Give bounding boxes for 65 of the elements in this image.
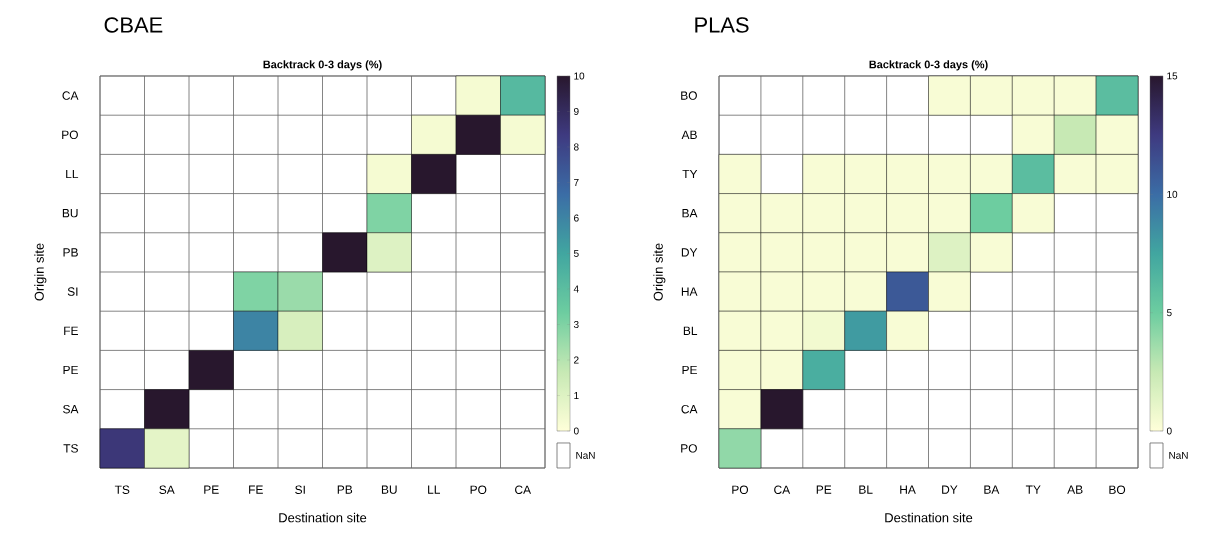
- x-tick-label: CA: [515, 485, 532, 494]
- x-tick-label: PO: [732, 485, 749, 494]
- y-tick-label: BL: [683, 326, 698, 335]
- x-tick-label: BU: [381, 485, 397, 494]
- x-tick-label: PO: [470, 485, 487, 494]
- color-bar-label: 9: [574, 107, 579, 116]
- y-axis-title: Origin site: [653, 243, 666, 301]
- color-bar-label: 0: [573, 427, 579, 435]
- x-axis-title: Destination site: [885, 512, 973, 523]
- x-tick-label: PB: [337, 485, 353, 494]
- color-bar-label: 5: [573, 250, 579, 257]
- y-tick-label: AB: [681, 130, 697, 139]
- color-bar-label: 0: [1166, 427, 1172, 435]
- y-tick-label: TS: [63, 444, 78, 453]
- y-tick-label: BA: [682, 209, 698, 218]
- y-tick-label: BO: [681, 91, 697, 100]
- color-bar-label: 8: [573, 143, 579, 151]
- x-tick-label: DY: [942, 485, 958, 494]
- color-bar-label: 7: [574, 179, 579, 186]
- y-tick-label: PO: [62, 130, 78, 140]
- y-axis-title: Origin site: [34, 243, 47, 301]
- chart-subtitle: Backtrack 0-3 days (%): [263, 60, 382, 71]
- y-tick-label: HA: [681, 287, 698, 296]
- text: NaN: [1169, 452, 1188, 459]
- chart-title: CBAE: [104, 17, 163, 33]
- x-tick-label: SI: [295, 485, 305, 494]
- color-bar-label: 3: [573, 320, 579, 329]
- y-tick-label: BU: [62, 209, 78, 218]
- color-bar-label: 6: [574, 214, 579, 222]
- y-tick-label: TY: [682, 169, 698, 179]
- y-tick-label: PE: [682, 365, 697, 375]
- y-tick-label: DY: [681, 248, 698, 257]
- chart-title: PLAS: [695, 17, 749, 33]
- x-tick-label: LL: [428, 485, 441, 494]
- x-tick-label: BO: [1109, 485, 1126, 494]
- x-axis-title: Destination site: [279, 512, 367, 523]
- y-tick-label: PB: [63, 248, 78, 257]
- y-tick-label: PO: [681, 444, 697, 453]
- y-tick-label: LL: [66, 169, 79, 179]
- x-tick-label: FE: [249, 485, 263, 494]
- x-tick-label: BL: [859, 485, 873, 494]
- chart-subtitle: Backtrack 0-3 days (%): [869, 60, 988, 71]
- y-tick-label: SA: [63, 404, 79, 414]
- color-bar-label: 4: [573, 285, 579, 293]
- x-tick-label: HA: [900, 485, 916, 494]
- x-tick-label: PE: [204, 485, 219, 494]
- x-tick-label: CA: [774, 485, 791, 494]
- color-bar-label: 15: [1167, 72, 1178, 80]
- y-tick-label: SI: [67, 287, 78, 296]
- y-tick-label: CA: [681, 404, 698, 414]
- x-tick-label: PE: [816, 485, 832, 494]
- text: NaN: [576, 452, 595, 459]
- color-bar-label: 10: [574, 72, 585, 80]
- x-tick-label: BA: [984, 485, 1000, 494]
- color-bar-label: 1: [574, 392, 579, 399]
- x-tick-label: TY: [1025, 485, 1041, 494]
- x-tick-label: AB: [1067, 485, 1083, 494]
- color-bar-label: 2: [574, 356, 579, 364]
- y-tick-label: CA: [62, 91, 79, 100]
- color-bar-label: 10: [1167, 190, 1178, 198]
- x-tick-label: SA: [159, 485, 175, 494]
- color-bar-label: 5: [1166, 309, 1172, 317]
- y-tick-label: FE: [64, 326, 78, 335]
- x-tick-label: TS: [114, 485, 130, 494]
- y-tick-label: PE: [63, 365, 78, 375]
